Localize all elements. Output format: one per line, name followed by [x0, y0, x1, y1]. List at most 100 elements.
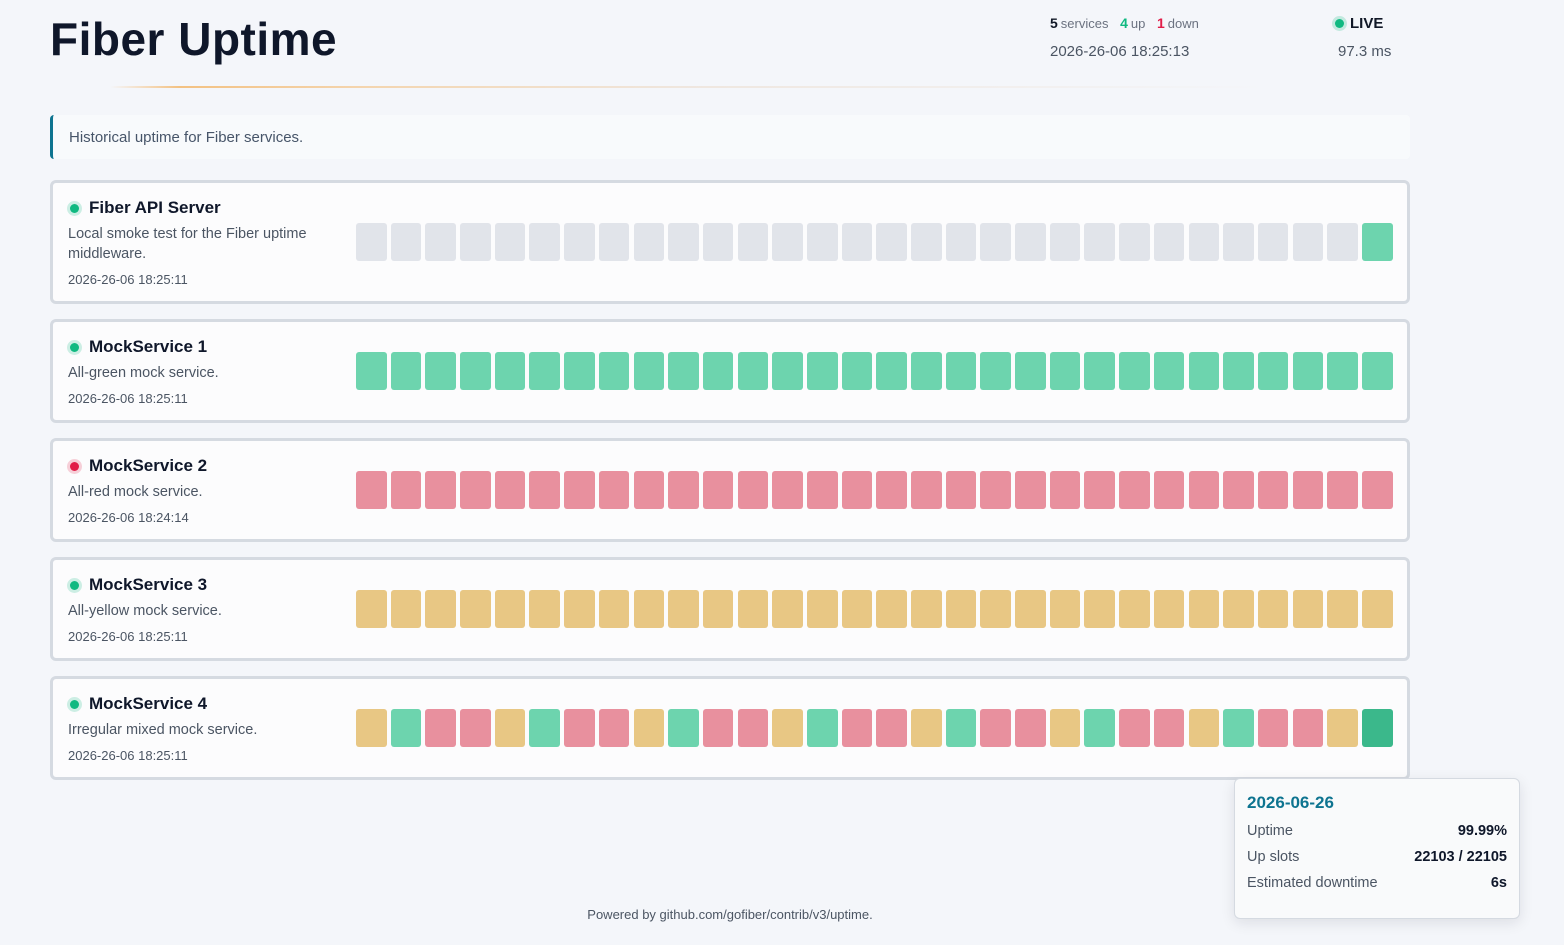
uptime-slot[interactable] [1049, 590, 1081, 628]
uptime-slot[interactable] [633, 590, 665, 628]
uptime-slot[interactable] [1015, 471, 1046, 509]
uptime-slot[interactable] [1049, 709, 1081, 747]
uptime-slot[interactable] [460, 590, 491, 628]
uptime-slot[interactable] [598, 709, 630, 747]
uptime-slot[interactable] [390, 352, 422, 390]
uptime-slot[interactable] [529, 590, 561, 628]
uptime-slot[interactable] [1257, 471, 1289, 509]
uptime-slot[interactable] [356, 223, 387, 261]
uptime-slot[interactable] [841, 223, 873, 261]
uptime-slot[interactable] [668, 471, 699, 509]
uptime-slot[interactable] [633, 352, 665, 390]
uptime-slot[interactable] [633, 709, 665, 747]
uptime-slot[interactable] [1188, 223, 1220, 261]
uptime-slot[interactable] [1223, 590, 1254, 628]
uptime-slot[interactable] [1119, 223, 1150, 261]
uptime-slot[interactable] [702, 223, 734, 261]
uptime-slot[interactable] [1119, 590, 1150, 628]
uptime-slot[interactable] [980, 590, 1011, 628]
uptime-slot[interactable] [806, 590, 838, 628]
uptime-slot[interactable] [737, 352, 769, 390]
uptime-slot[interactable] [1119, 471, 1150, 509]
uptime-slot[interactable] [494, 471, 526, 509]
uptime-slot[interactable] [772, 352, 803, 390]
uptime-slot[interactable] [529, 471, 561, 509]
uptime-slot[interactable] [1327, 471, 1358, 509]
uptime-slot[interactable] [911, 471, 942, 509]
uptime-slot[interactable] [633, 223, 665, 261]
uptime-slot[interactable] [1257, 352, 1289, 390]
uptime-slot[interactable] [1153, 352, 1185, 390]
uptime-slot[interactable] [1327, 590, 1358, 628]
uptime-slot[interactable] [1327, 223, 1358, 261]
uptime-slot[interactable] [1292, 471, 1324, 509]
uptime-slot[interactable] [564, 590, 595, 628]
uptime-slot[interactable] [460, 471, 491, 509]
uptime-slot[interactable] [806, 709, 838, 747]
uptime-slot[interactable] [598, 471, 630, 509]
uptime-slot[interactable] [668, 590, 699, 628]
uptime-slot[interactable] [772, 471, 803, 509]
uptime-slot[interactable] [529, 223, 561, 261]
uptime-slot[interactable] [945, 709, 977, 747]
uptime-slot[interactable] [1119, 352, 1150, 390]
uptime-slot[interactable] [911, 709, 942, 747]
uptime-slot[interactable] [668, 223, 699, 261]
uptime-slot[interactable] [841, 471, 873, 509]
uptime-slot[interactable] [529, 352, 561, 390]
uptime-slot[interactable] [876, 709, 907, 747]
uptime-slot[interactable] [1084, 709, 1116, 747]
uptime-slot[interactable] [1049, 223, 1081, 261]
uptime-slot[interactable] [876, 471, 907, 509]
uptime-slot[interactable] [460, 709, 491, 747]
uptime-slot[interactable] [1153, 223, 1185, 261]
uptime-slot[interactable] [1292, 352, 1324, 390]
uptime-slot[interactable] [702, 590, 734, 628]
uptime-slot[interactable] [1049, 471, 1081, 509]
uptime-slot[interactable] [806, 471, 838, 509]
uptime-slot[interactable] [564, 709, 595, 747]
uptime-slot[interactable] [1015, 352, 1046, 390]
uptime-slot[interactable] [668, 709, 699, 747]
uptime-slot[interactable] [1015, 223, 1046, 261]
uptime-slot[interactable] [841, 352, 873, 390]
uptime-slot[interactable] [425, 709, 456, 747]
uptime-slot[interactable] [1292, 223, 1324, 261]
uptime-slot[interactable] [564, 352, 595, 390]
uptime-slot[interactable] [1188, 709, 1220, 747]
uptime-slot[interactable] [1257, 590, 1289, 628]
uptime-slot[interactable] [529, 709, 561, 747]
uptime-slot[interactable] [702, 471, 734, 509]
uptime-slot[interactable] [876, 352, 907, 390]
uptime-slot[interactable] [1188, 352, 1220, 390]
uptime-slot[interactable] [460, 352, 491, 390]
uptime-slot[interactable] [494, 352, 526, 390]
uptime-slot[interactable] [1361, 709, 1393, 747]
uptime-slot[interactable] [1292, 709, 1324, 747]
uptime-slot[interactable] [1327, 352, 1358, 390]
uptime-slot[interactable] [702, 352, 734, 390]
uptime-slot[interactable] [1223, 352, 1254, 390]
uptime-slot[interactable] [1327, 709, 1358, 747]
uptime-slot[interactable] [772, 223, 803, 261]
uptime-slot[interactable] [737, 709, 769, 747]
uptime-slot[interactable] [494, 590, 526, 628]
uptime-slot[interactable] [772, 590, 803, 628]
uptime-slot[interactable] [668, 352, 699, 390]
uptime-slot[interactable] [806, 352, 838, 390]
uptime-slot[interactable] [1153, 590, 1185, 628]
uptime-slot[interactable] [1015, 590, 1046, 628]
uptime-slot[interactable] [1223, 709, 1254, 747]
uptime-slot[interactable] [1223, 471, 1254, 509]
uptime-slot[interactable] [425, 223, 456, 261]
uptime-slot[interactable] [1361, 471, 1393, 509]
uptime-slot[interactable] [390, 709, 422, 747]
uptime-slot[interactable] [633, 471, 665, 509]
uptime-slot[interactable] [1361, 223, 1393, 261]
uptime-slot[interactable] [390, 590, 422, 628]
uptime-slot[interactable] [1361, 352, 1393, 390]
uptime-slot[interactable] [598, 590, 630, 628]
uptime-slot[interactable] [911, 223, 942, 261]
uptime-slot[interactable] [1119, 709, 1150, 747]
uptime-slot[interactable] [460, 223, 491, 261]
